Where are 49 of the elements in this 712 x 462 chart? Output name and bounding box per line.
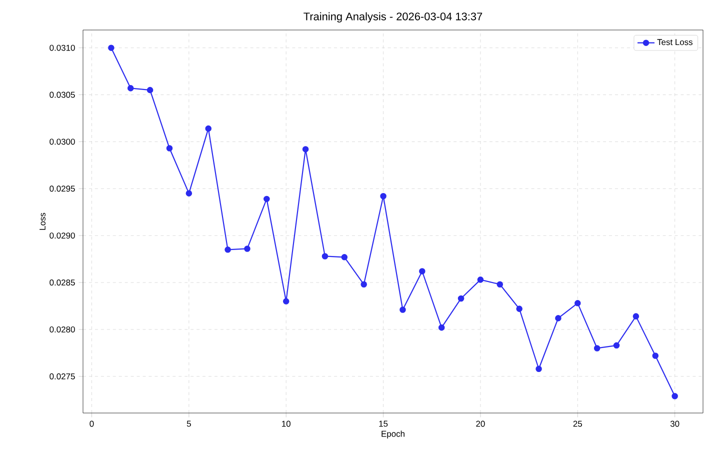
y-tick-label: 0.0285 (50, 280, 75, 286)
chart-title: Training Analysis - 2026-03-04 13:37 (304, 12, 482, 22)
point (594, 345, 600, 352)
point (244, 246, 250, 252)
x-tick-label: 25 (573, 420, 582, 427)
point (477, 276, 484, 283)
point (127, 85, 134, 92)
y-tick-label: 0.0280 (50, 326, 75, 332)
x-tick-label: 0 (90, 420, 94, 427)
point (380, 193, 386, 200)
legend-label: Test Loss (657, 39, 693, 46)
x-tick-label: 10 (282, 420, 290, 427)
point (574, 300, 581, 306)
point (341, 254, 348, 260)
point (186, 190, 192, 196)
x-axis-title: Epoch (382, 430, 404, 438)
y-tick-label: 0.0275 (50, 373, 75, 380)
point (282, 298, 290, 304)
y-tick-label: 0.0310 (50, 44, 75, 51)
y-tick-label: 0.0290 (50, 232, 75, 239)
point (146, 86, 154, 94)
y-tick-label: 0.0300 (50, 138, 75, 145)
x-tick-label: 15 (379, 420, 388, 427)
point (632, 313, 640, 320)
point (458, 295, 464, 302)
point (516, 306, 522, 312)
point (322, 253, 328, 260)
point (205, 125, 212, 132)
point (613, 342, 620, 349)
point (536, 366, 542, 372)
point (166, 145, 173, 152)
point (360, 281, 367, 288)
point (224, 246, 231, 253)
point (108, 44, 114, 51)
y-tick-label: 0.0295 (50, 186, 75, 192)
y-axis-title: Loss (40, 212, 46, 230)
point (496, 281, 504, 288)
point (302, 146, 309, 152)
point (438, 324, 445, 331)
point (555, 315, 562, 322)
point (264, 196, 270, 202)
x-tick-label: 20 (476, 420, 485, 427)
point (400, 306, 406, 313)
point (419, 268, 426, 274)
x-tick-label: 5 (186, 420, 191, 427)
point (652, 352, 659, 359)
y-tick-label: 0.0305 (50, 92, 75, 98)
x-tick-label: 30 (670, 420, 680, 427)
point (672, 392, 678, 400)
